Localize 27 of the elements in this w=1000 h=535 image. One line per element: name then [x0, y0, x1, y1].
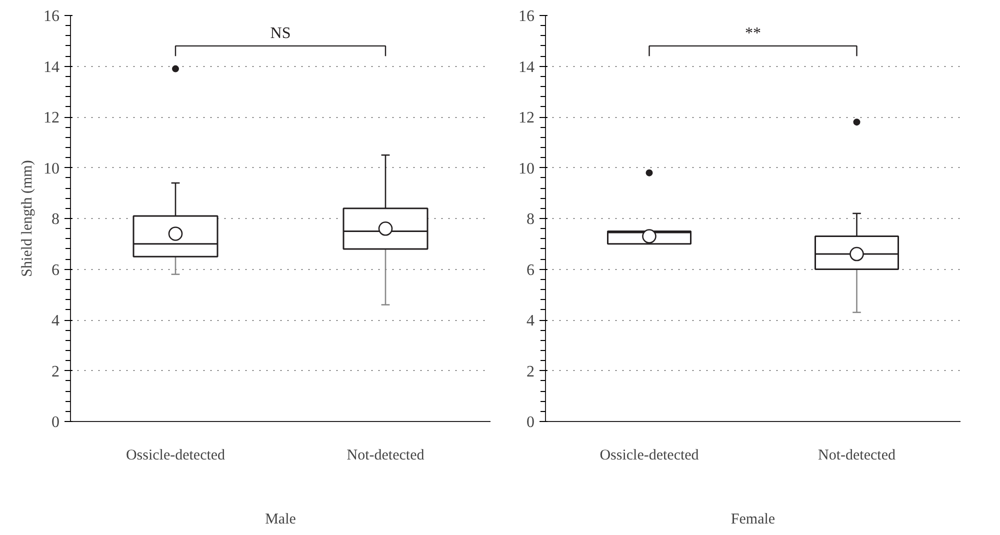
- y-tick-label: 8: [526, 211, 534, 228]
- y-tick-label: 10: [518, 160, 534, 178]
- x-tick-label: Ossicle-detected: [126, 448, 226, 464]
- y-tick-label: 8: [52, 211, 60, 228]
- y-tick-label: 0: [52, 414, 60, 431]
- y-axis-title: Shield length (mm): [20, 160, 36, 277]
- y-tick-label: 4: [52, 312, 60, 330]
- y-tick-label: 6: [526, 262, 534, 279]
- y-tick-label: 16: [44, 8, 60, 25]
- x-axis-title: Female: [730, 512, 776, 528]
- y-tick-label: 2: [526, 363, 534, 380]
- x-axis-title: Male: [265, 512, 296, 528]
- y-tick-label: 4: [526, 312, 534, 330]
- annotation: NS: [270, 24, 291, 42]
- y-tick-label: 6: [52, 262, 60, 279]
- x-tick-label: Not-detected: [818, 448, 896, 464]
- y-tick-label: 16: [518, 8, 534, 25]
- y-tick-label: 0: [526, 414, 534, 431]
- y-tick-label: 12: [518, 110, 534, 126]
- y-tick-label: 10: [44, 160, 60, 178]
- x-tick-label: Ossicle-detected: [600, 448, 700, 464]
- y-tick-label: 14: [44, 58, 60, 76]
- annotation: **: [745, 24, 761, 42]
- y-tick-label: 14: [518, 58, 534, 76]
- y-tick-label: 2: [52, 363, 60, 380]
- y-tick-label: 12: [44, 110, 60, 126]
- x-tick-label: Not-detected: [346, 448, 425, 464]
